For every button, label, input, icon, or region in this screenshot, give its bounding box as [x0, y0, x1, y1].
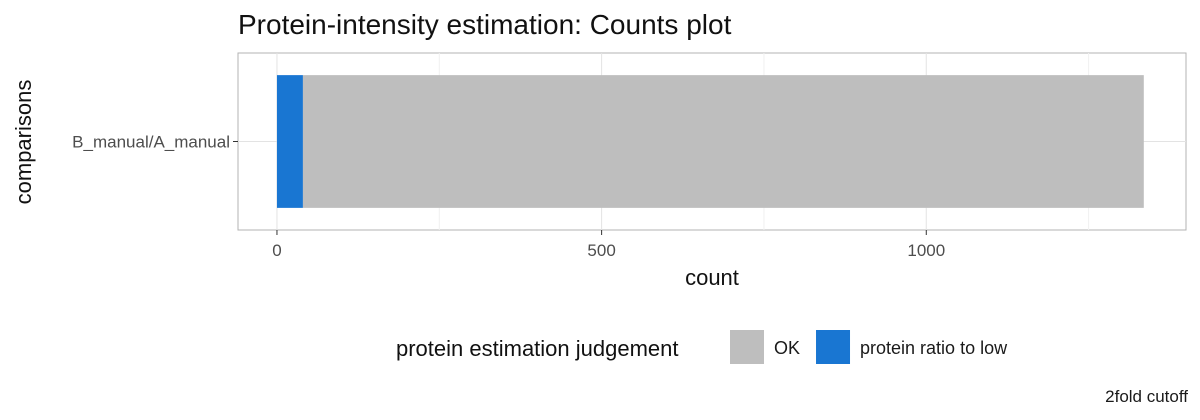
x-tick-label: 0 [272, 241, 281, 260]
bar-protein-ratio-to-low [276, 75, 303, 208]
legend-title: protein estimation judgement [396, 336, 679, 361]
bars [276, 75, 1144, 208]
x-axis-ticks: 0 500 1000 [272, 230, 945, 260]
x-tick-label: 1000 [907, 241, 945, 260]
legend-label-ok: OK [774, 338, 800, 358]
chart-caption: 2fold cutoff [1105, 387, 1188, 406]
legend: protein estimation judgement OK protein r… [396, 330, 1008, 364]
y-tick-label: B_manual/A_manual [72, 133, 230, 152]
legend-key-protein-ratio-to-low [816, 330, 851, 364]
bar-ok [302, 75, 1144, 208]
y-axis-title: comparisons [11, 80, 36, 205]
legend-items: OK protein ratio to low [730, 330, 1008, 364]
x-axis-title: count [685, 265, 739, 290]
y-axis-ticks: B_manual/A_manual [72, 133, 238, 152]
legend-key-ok [730, 330, 764, 364]
x-tick-label: 500 [587, 241, 615, 260]
chart-title: Protein-intensity estimation: Counts plo… [238, 9, 732, 40]
legend-label-protein-ratio-to-low: protein ratio to low [860, 338, 1008, 358]
